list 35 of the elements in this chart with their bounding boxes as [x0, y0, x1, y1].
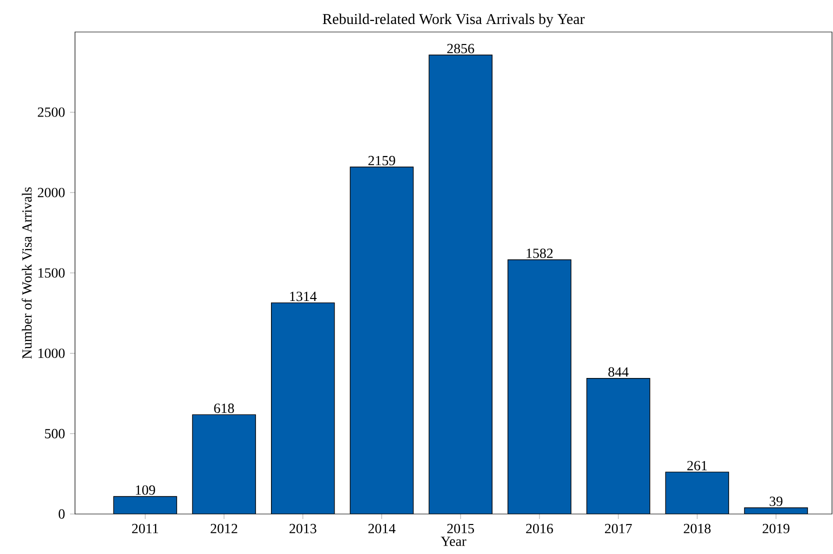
y-tick-label: 2000 — [38, 188, 65, 198]
data-label: 618 — [214, 404, 234, 413]
bar — [666, 472, 729, 514]
x-tick-label: 2012 — [210, 524, 238, 534]
bar — [508, 260, 571, 514]
data-label: 1314 — [290, 292, 317, 302]
data-label: 109 — [136, 485, 156, 495]
bar — [586, 378, 650, 514]
x-tick-label: 2016 — [526, 524, 553, 534]
bar — [114, 496, 177, 514]
data-label: 2856 — [447, 44, 474, 54]
bar — [429, 54, 492, 514]
data-label: 261 — [687, 460, 707, 470]
x-tick-label: 2018 — [684, 524, 711, 534]
y-axis-title: Number of Work Visa Arrivals — [22, 187, 32, 359]
data-label: 1582 — [526, 248, 553, 258]
data-label: 39 — [770, 496, 782, 506]
x-tick-label: 2015 — [447, 524, 474, 534]
chart-title: Rebuild-related Work Visa Arrivals by Year — [322, 14, 585, 28]
bar — [192, 414, 256, 514]
x-tick-label: 2019 — [762, 524, 790, 534]
data-label: 844 — [608, 367, 629, 377]
x-tick-label: 2017 — [604, 524, 632, 534]
x-axis-title: Year — [440, 536, 466, 546]
y-tick-label: 500 — [45, 428, 65, 438]
data-label: 2159 — [368, 156, 396, 166]
y-tick-label: 1500 — [38, 268, 65, 278]
y-tick-label: 2500 — [38, 107, 65, 117]
bar — [350, 167, 414, 514]
y-tick-label: 1000 — [38, 348, 65, 358]
x-tick-label: 2013 — [290, 524, 316, 534]
x-tick-label: 2014 — [368, 524, 396, 534]
bar — [271, 302, 334, 514]
y-tick-label: 0 — [58, 509, 65, 519]
x-tick-label: 2011 — [132, 524, 158, 534]
